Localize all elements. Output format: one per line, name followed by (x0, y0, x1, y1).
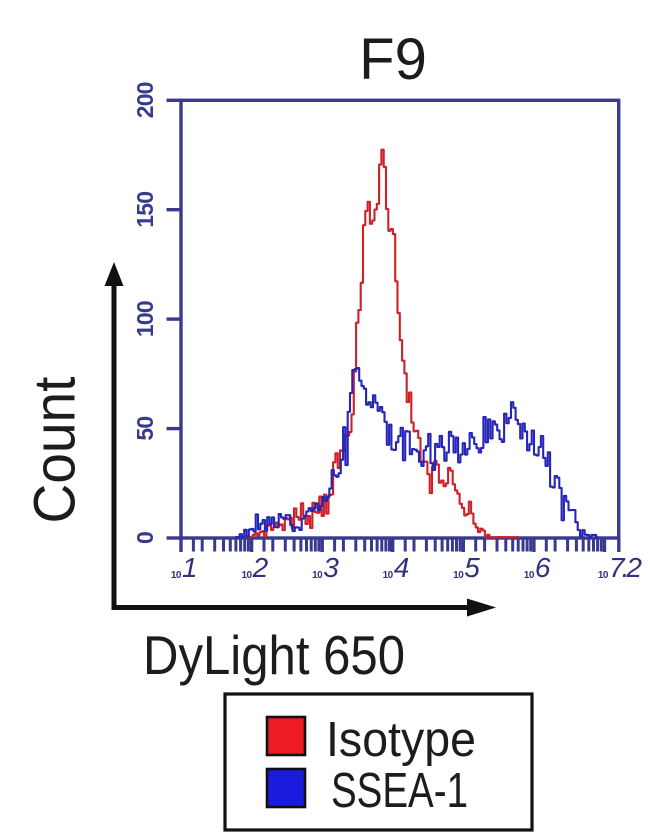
svg-text:0: 0 (132, 532, 158, 544)
svg-text:3: 3 (323, 552, 339, 583)
svg-text:SSEA-1: SSEA-1 (331, 764, 468, 818)
svg-text:1: 1 (182, 552, 198, 583)
svg-text:6: 6 (535, 552, 551, 583)
svg-text:4: 4 (394, 552, 410, 583)
svg-text:10: 10 (524, 570, 535, 581)
svg-text:10: 10 (598, 570, 609, 581)
svg-text:F9: F9 (359, 27, 427, 92)
svg-text:Isotype: Isotype (326, 713, 476, 767)
svg-text:10: 10 (171, 570, 182, 581)
svg-text:5: 5 (464, 552, 480, 583)
svg-text:150: 150 (132, 192, 158, 228)
svg-text:100: 100 (132, 301, 158, 337)
svg-text:50: 50 (132, 417, 158, 441)
svg-text:Count: Count (23, 377, 88, 524)
svg-text:DyLight 650: DyLight 650 (143, 624, 405, 686)
svg-text:10: 10 (241, 570, 252, 581)
svg-text:10: 10 (453, 570, 464, 581)
svg-text:2: 2 (252, 552, 269, 583)
svg-text:200: 200 (132, 82, 158, 118)
svg-text:10: 10 (312, 570, 323, 581)
svg-text:7.2: 7.2 (609, 552, 642, 583)
svg-text:10: 10 (383, 570, 394, 581)
